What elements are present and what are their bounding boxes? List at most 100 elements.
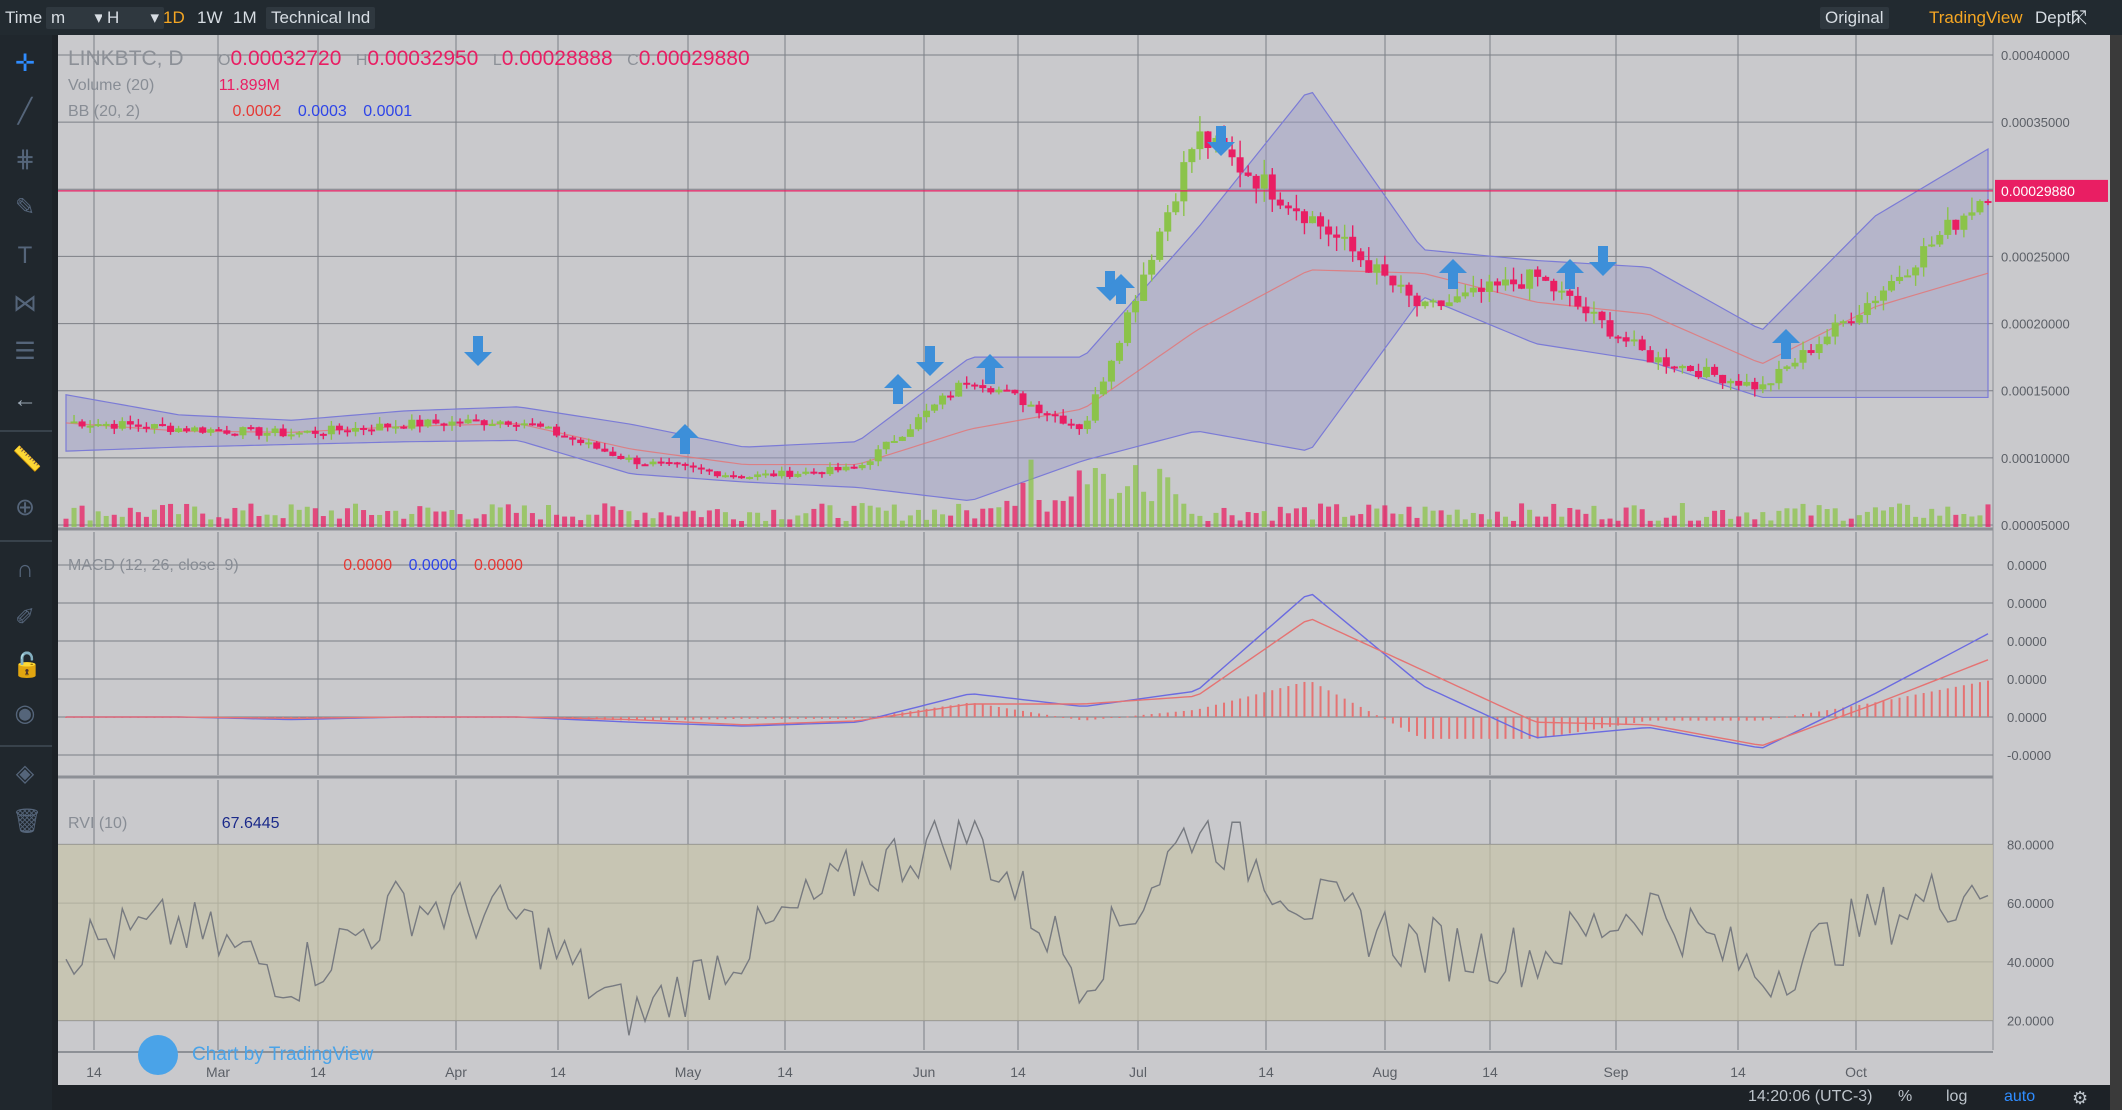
ruler-icon[interactable]: 📏	[12, 446, 42, 473]
candle-body	[360, 427, 368, 430]
arrow-shape	[1107, 274, 1135, 304]
volume-bar	[570, 516, 576, 527]
magnet-icon[interactable]: ∩	[16, 556, 34, 583]
volume-bar	[1985, 504, 1991, 527]
interval-1d-button[interactable]: 1D	[163, 8, 185, 27]
volume-bar	[1679, 503, 1685, 527]
volume-bar	[1173, 494, 1179, 527]
trash-icon[interactable]: 🗑	[12, 808, 43, 835]
crosshair-icon[interactable]: ✛	[14, 50, 36, 77]
macd-histogram-bar	[1496, 717, 1499, 739]
x-axis-label: 14	[777, 1064, 793, 1080]
candle-body	[1292, 208, 1300, 212]
candle-body	[1019, 393, 1027, 406]
trend-line-icon[interactable]: ╱	[17, 98, 33, 125]
technical-indicators-button[interactable]: Technical Ind	[266, 7, 376, 29]
volume-bar	[1454, 509, 1460, 527]
auto-toggle[interactable]: auto	[2004, 1088, 2036, 1105]
fib-icon[interactable]: ⋕	[14, 146, 36, 173]
price-axis-label: 0.00020000	[2001, 317, 2070, 332]
volume-bar	[1824, 509, 1830, 527]
volume-bar	[1478, 514, 1484, 527]
x-axis-label: Aug	[1373, 1064, 1398, 1080]
chart-area[interactable]: 0.000400000.000350000.000300000.00025000…	[58, 35, 2110, 1085]
view-tradingview-button[interactable]: TradingView	[1929, 8, 2023, 27]
volume-bar	[1864, 511, 1870, 527]
candle-body	[1719, 374, 1727, 384]
candle-body	[1526, 269, 1534, 289]
candle-body	[713, 471, 721, 477]
candle-body	[729, 475, 737, 478]
candle-body	[665, 462, 673, 465]
macd-histogram-bar	[1826, 710, 1829, 717]
volume-bar	[932, 509, 938, 527]
measure-lines-icon[interactable]: ☰	[14, 338, 36, 365]
volume-bar	[521, 505, 527, 527]
volume-bar	[449, 510, 455, 527]
brush-icon[interactable]: ✎	[14, 194, 36, 221]
hour-select[interactable]: H ▾	[102, 7, 164, 29]
layers-icon[interactable]: ◈	[15, 760, 35, 787]
volume-bar	[1913, 516, 1919, 527]
volume-bar	[1181, 503, 1187, 527]
interval-1w-button[interactable]: 1W	[197, 8, 223, 27]
candle-body	[295, 432, 303, 435]
volume-bar	[915, 509, 921, 527]
lock-icon[interactable]: 🔓	[12, 652, 42, 679]
minute-select[interactable]: m ▾	[46, 7, 108, 29]
volume-bar	[320, 516, 326, 527]
volume-bar	[361, 510, 367, 527]
macd-histogram-bar	[1689, 717, 1692, 721]
volume-bar	[1969, 516, 1975, 527]
volume-bar	[650, 518, 656, 527]
volume-bar	[1736, 516, 1742, 527]
log-toggle[interactable]: log	[1946, 1088, 1968, 1105]
macd-histogram-bar	[1818, 711, 1821, 717]
x-axis-label: May	[675, 1064, 701, 1080]
fullscreen-icon[interactable]: ⤧	[2071, 7, 2087, 29]
text-icon[interactable]: T	[17, 242, 33, 269]
back-arrow-icon[interactable]: ←	[13, 386, 37, 413]
candle-body	[1172, 201, 1180, 213]
candle-body	[1268, 174, 1276, 200]
macd-histogram-bar	[1866, 703, 1869, 717]
pattern-icon[interactable]: ⋈	[13, 290, 37, 317]
zoom-icon[interactable]: ⊕	[14, 494, 36, 521]
candle-body	[1461, 292, 1469, 297]
volume-bar	[899, 520, 905, 527]
macd-histogram-bar	[1729, 717, 1732, 721]
interval-1m-button[interactable]: 1M	[233, 8, 257, 27]
view-original-button[interactable]: Original	[1820, 7, 1889, 29]
candle-body	[287, 434, 295, 437]
macd-histogram-bar	[1464, 717, 1467, 739]
candle-body	[1421, 301, 1429, 307]
volume-bar	[377, 514, 383, 527]
volume-bar	[1116, 492, 1122, 527]
macd-axis-label: 0.0000	[2007, 596, 2047, 611]
volume-bar	[1856, 515, 1862, 527]
settings-icon[interactable]: ⚙	[2072, 1088, 2089, 1108]
macd-histogram-bar	[1432, 717, 1435, 739]
candle-body	[770, 473, 778, 477]
eye-icon[interactable]: ◉	[14, 700, 36, 727]
candle-body	[1686, 365, 1694, 371]
volume-bar	[1285, 513, 1291, 527]
candle-body	[1887, 281, 1895, 291]
volume-bar	[409, 513, 415, 527]
candle-body	[585, 442, 593, 445]
candle-body	[472, 419, 480, 422]
arrow-shape	[884, 374, 912, 404]
volume-bar	[1905, 504, 1911, 527]
lock-draw-icon[interactable]: ✐	[14, 604, 36, 631]
candle-body	[577, 439, 585, 444]
macd-histogram-bar	[1456, 717, 1459, 739]
chart-svg[interactable]: 0.000400000.000350000.000300000.00025000…	[58, 35, 2110, 1085]
volume-bar	[1052, 500, 1058, 527]
percent-toggle[interactable]: %	[1898, 1088, 1913, 1105]
macd-value-2: 0.0000	[408, 557, 458, 574]
candle-body	[102, 423, 110, 426]
macd-histogram-bar	[1086, 717, 1089, 721]
view-depth-button[interactable]: Depth	[2035, 8, 2081, 27]
volume-bar	[264, 514, 270, 527]
volume-bar	[1028, 459, 1034, 527]
